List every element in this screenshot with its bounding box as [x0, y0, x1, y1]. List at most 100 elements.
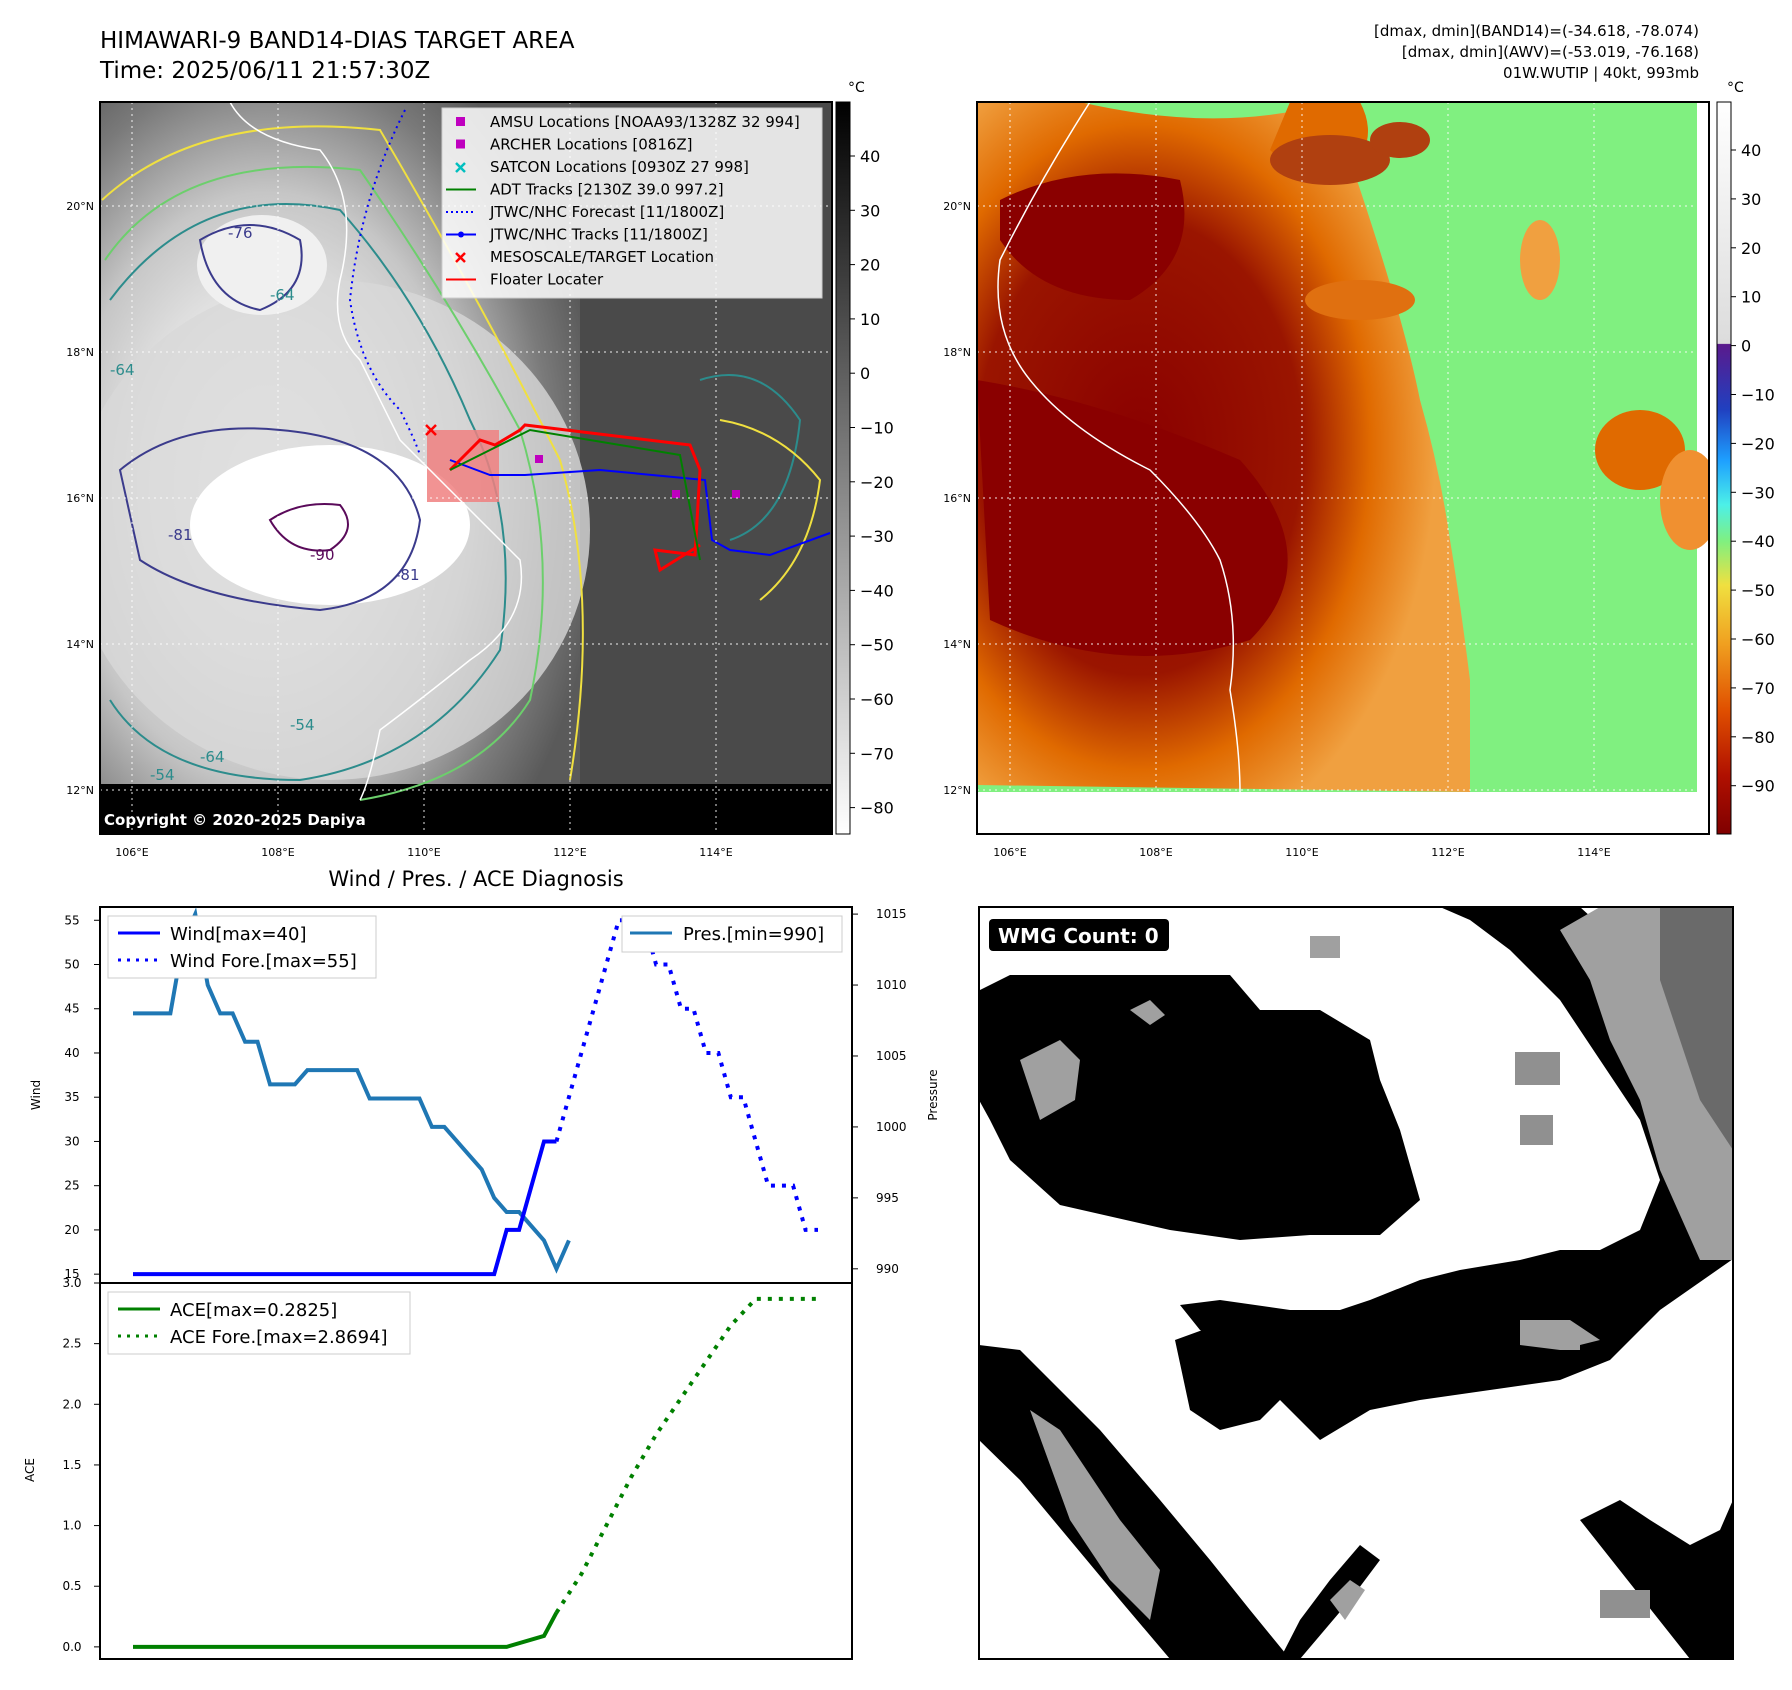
ace-tick-label: 3.0	[62, 1276, 81, 1290]
contour-label: -64	[110, 361, 135, 379]
legend-label: JTWC/NHC Forecast [11/1800Z]	[489, 203, 724, 221]
pressure-tick-label: 1015	[876, 907, 907, 921]
colorbar-tick-label: 30	[1741, 190, 1761, 209]
pressure-axis-label: Pressure	[926, 1069, 940, 1120]
colorbar-tick-label: −20	[1741, 434, 1775, 453]
legend-entry: MESOSCALE/TARGET Location	[455, 248, 714, 266]
colorbar-tick-label: −20	[860, 473, 894, 492]
legend-marker-dot	[458, 231, 464, 238]
lat-tick-label: 14°N	[943, 638, 971, 651]
colorbar-tick-label: −40	[860, 581, 894, 600]
colorbar-tick-label: −90	[1741, 777, 1775, 796]
colorbar-tick-label: −60	[1741, 630, 1775, 649]
legend-marker-square	[456, 117, 465, 126]
wmg-count-text: WMG Count: 0	[998, 924, 1159, 948]
colorbar-tick-label: −10	[860, 419, 894, 438]
colorbar-tick-label: 0	[860, 364, 870, 383]
pressure-legend: Pres.[min=990]	[621, 915, 843, 953]
colorbar-tick-label: −50	[860, 636, 894, 655]
legend-ace-fore: ACE Fore.[max=2.8694]	[170, 1327, 388, 1348]
contour-label: -76	[228, 224, 253, 242]
legend-entry: JTWC/NHC Tracks [11/1800Z]	[446, 226, 708, 244]
lon-tick-label: 108°E	[261, 846, 294, 859]
wind-tick-label: 40	[64, 1046, 79, 1060]
legend-entry: Floater Locater	[446, 271, 604, 289]
wind-tick-label: 35	[64, 1090, 79, 1104]
ir-color-map	[977, 102, 1709, 834]
contour-label: -54	[290, 716, 315, 734]
legend-label: Floater Locater	[490, 271, 604, 289]
contour-label: -81	[395, 566, 420, 584]
colorbar-tick-label: 10	[1741, 288, 1761, 307]
contour-label: -90	[310, 546, 335, 564]
lat-tick-label: 20°N	[66, 200, 94, 213]
lat-tick-label: 20°N	[943, 200, 971, 213]
pressure-tick-label: 1010	[876, 978, 907, 992]
figure-time: Time: 2025/06/11 21:57:30Z	[100, 58, 431, 84]
legend-label: MESOSCALE/TARGET Location	[490, 248, 714, 266]
lon-tick-label: 108°E	[1139, 846, 1172, 859]
color-colorbar-unit: °C	[1727, 80, 1744, 96]
ace-tick-label: 1.5	[62, 1458, 81, 1472]
gray-colorbar-unit: °C	[848, 80, 865, 96]
legend-entry: SATCON Locations [0930Z 27 998]	[455, 158, 749, 176]
lon-tick-label: 106°E	[115, 846, 148, 859]
legend-label: ADT Tracks [2130Z 39.0 997.2]	[490, 181, 724, 199]
legend-marker-x	[455, 252, 466, 263]
legend-entry: JTWC/NHC Forecast [11/1800Z]	[446, 203, 724, 221]
wind-tick-label: 45	[64, 1002, 79, 1016]
colorbar-tick-label: −70	[860, 744, 894, 763]
colorbar-tick-label: 20	[860, 256, 880, 275]
diagnosis-title: Wind / Pres. / ACE Diagnosis	[328, 867, 623, 891]
legend-entry: ADT Tracks [2130Z 39.0 997.2]	[446, 181, 724, 199]
colorbar-tick-label: 20	[1741, 239, 1761, 258]
lat-tick-label: 18°N	[943, 346, 971, 359]
colorbar-tick-label: 10	[860, 310, 880, 329]
colorbar-tick-label: −80	[860, 799, 894, 818]
ace-tick-label: 2.0	[62, 1397, 81, 1411]
ace-tick-label: 2.5	[62, 1337, 81, 1351]
lon-tick-label: 106°E	[993, 846, 1026, 859]
lat-tick-label: 16°N	[943, 492, 971, 505]
ace-series	[133, 1611, 559, 1649]
wmg-count-badge	[989, 919, 1169, 951]
wind-tick-label: 55	[64, 913, 79, 927]
wind-tick-label: 25	[64, 1179, 79, 1193]
legend-label: AMSU Locations [NOAA93/1328Z 32 994]	[490, 113, 800, 131]
legend-marker-x	[455, 162, 466, 173]
contour-label: -54	[150, 766, 175, 784]
storm-info: 01W.WUTIP | 40kt, 993mb	[1503, 64, 1699, 82]
wind-tick-label: 30	[64, 1134, 79, 1148]
ace-forecast-series	[554, 1296, 818, 1614]
contour-labels: -76 -90 -81 -64 -54 -64 -54 -81 -64	[110, 224, 420, 784]
wind-forecast-series	[554, 918, 818, 1232]
mesoscale-target-marker	[425, 424, 437, 436]
wind-series	[133, 1139, 557, 1277]
wmg-mask-panel	[979, 907, 1733, 1659]
ace-tick-label: 1.0	[62, 1519, 81, 1533]
ace-tick-label: 0.0	[62, 1640, 81, 1654]
ir-gray-map	[100, 102, 832, 834]
contour-label: -64	[200, 748, 225, 766]
legend-wind-fore: Wind Fore.[max=55]	[170, 951, 357, 972]
colorbar-tick-label: −50	[1741, 581, 1775, 600]
stats-awv: [dmax, dmin](AWV)=(-53.019, -76.168)	[1401, 43, 1699, 61]
wind-tick-label: 50	[64, 958, 79, 972]
wind-legend: Wind[max=40] Wind Fore.[max=55]	[107, 915, 377, 979]
ace-axis-label: ACE	[23, 1458, 37, 1482]
pressure-tick-label: 990	[876, 1262, 899, 1276]
contour-label: -64	[270, 286, 295, 304]
lon-tick-label: 110°E	[407, 846, 440, 859]
colorbar-tick-label: −10	[1741, 386, 1775, 405]
legend-wind: Wind[max=40]	[170, 924, 307, 945]
lon-tick-label: 112°E	[1431, 846, 1464, 859]
colorbar-tick-label: 0	[1741, 337, 1751, 356]
colorbar-tick-label: 40	[860, 147, 880, 166]
lat-tick-label: 12°N	[943, 784, 971, 797]
ace-tick-label: 0.5	[62, 1579, 81, 1593]
map-legend: AMSU Locations [NOAA93/1328Z 32 994] ARCH…	[441, 107, 823, 299]
lat-tick-label: 18°N	[66, 346, 94, 359]
wind-axis-label: Wind	[29, 1080, 43, 1110]
legend-label: SATCON Locations [0930Z 27 998]	[490, 158, 749, 176]
colorbar-tick-label: −30	[860, 527, 894, 546]
